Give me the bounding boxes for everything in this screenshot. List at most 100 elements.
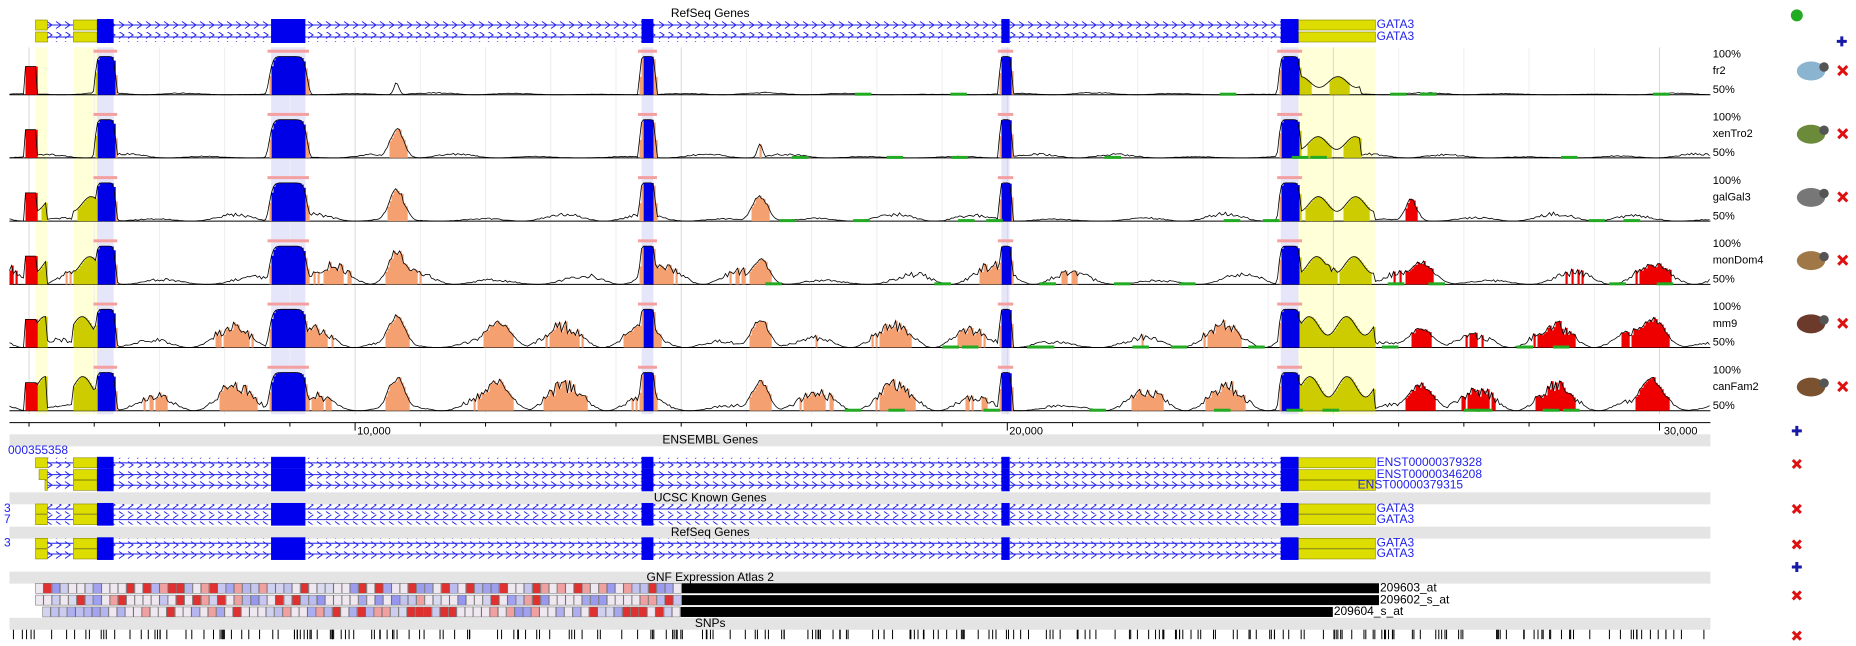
expression-cell [632, 595, 640, 605]
remove-track[interactable] [1838, 129, 1847, 138]
add-track[interactable] [1792, 426, 1802, 436]
refresh-button[interactable] [1791, 9, 1803, 21]
plus-icon[interactable] [1792, 426, 1802, 436]
remove-icon[interactable] [1838, 192, 1847, 201]
alignment-bar [1277, 176, 1302, 179]
expression-cell [36, 583, 44, 593]
remove-icon[interactable] [1793, 632, 1801, 640]
remove-icon[interactable] [1793, 460, 1801, 468]
expression-cell [218, 583, 226, 593]
expression-cell [326, 595, 334, 605]
expression-cell [491, 583, 499, 593]
conserved-region [98, 120, 1300, 158]
expression-cell [309, 583, 317, 593]
expression-cell [183, 607, 191, 617]
remove-track[interactable] [1838, 256, 1847, 265]
expression-cell [549, 583, 557, 593]
remove-track[interactable] [1838, 382, 1847, 391]
remove-icon[interactable] [1838, 382, 1847, 391]
utr-exon [36, 458, 48, 468]
coding-exon [97, 503, 114, 515]
upper-label: 100% [1713, 175, 1741, 187]
repeat-mark [845, 409, 862, 412]
remove-track[interactable] [1793, 632, 1801, 640]
remove-icon[interactable] [1838, 256, 1847, 265]
expression-cell [84, 607, 92, 617]
expression-cell [591, 595, 599, 605]
expression-cell [558, 595, 566, 605]
repeat-mark [1179, 282, 1196, 285]
expression-cell [598, 607, 606, 617]
remove-icon[interactable] [1838, 66, 1847, 75]
conservation-profile [10, 183, 1710, 221]
track-title: SNPs [695, 616, 726, 630]
track-title-band [9, 434, 1710, 446]
expression-cell [407, 607, 415, 617]
coding-exon [1001, 503, 1009, 515]
remove-track[interactable] [1838, 192, 1847, 201]
remove-icon[interactable] [1838, 319, 1847, 328]
add-track[interactable] [1837, 36, 1847, 46]
expression-cell [259, 583, 267, 593]
refresh-icon[interactable] [1791, 9, 1803, 21]
expression-cell [392, 595, 400, 605]
remove-track[interactable] [1793, 591, 1801, 599]
expression-cell [258, 607, 266, 617]
expression-cell [36, 595, 44, 605]
utr-exon [73, 538, 97, 548]
repeat-mark [1388, 282, 1405, 285]
expression-cell [59, 607, 67, 617]
repeat-mark [887, 156, 904, 159]
remove-track[interactable] [1838, 319, 1847, 328]
remove-track[interactable] [1838, 66, 1847, 75]
expression-cell [317, 595, 325, 605]
species-label: mm9 [1713, 318, 1737, 330]
repeat-mark [1589, 219, 1606, 222]
remove-track[interactable] [1793, 460, 1801, 468]
plus-icon[interactable] [1837, 36, 1847, 46]
expression-cell [516, 595, 524, 605]
expression-cell [143, 595, 151, 605]
add-track[interactable] [1792, 562, 1802, 572]
remove-track[interactable] [1793, 540, 1801, 548]
repeat-mark [962, 346, 979, 349]
remove-track[interactable] [1793, 505, 1801, 513]
expression-cell [566, 583, 574, 593]
utr-exon [1298, 458, 1375, 468]
remove-icon[interactable] [1793, 591, 1801, 599]
expression-cell [301, 595, 309, 605]
expression-cell [425, 583, 433, 593]
conserved-region [98, 57, 1300, 95]
remove-icon[interactable] [1793, 540, 1801, 548]
coding-exon [1001, 537, 1009, 549]
remove-icon[interactable] [1838, 129, 1847, 138]
remove-icon[interactable] [1793, 505, 1801, 513]
expression-cell [366, 607, 374, 617]
expression-cell [483, 595, 491, 605]
expression-cell [175, 607, 183, 617]
conserved-region [98, 246, 1300, 284]
expression-cell [581, 607, 589, 617]
repeat-mark [1292, 156, 1309, 159]
plus-icon[interactable] [1792, 562, 1802, 572]
lower-label: 50% [1713, 337, 1735, 349]
expression-cell [591, 583, 599, 593]
expression-cell [60, 595, 68, 605]
expression-cell [541, 583, 549, 593]
coding-exon [642, 548, 654, 560]
expression-cell [94, 595, 102, 605]
alignment-bar [998, 50, 1013, 53]
expression-cell [573, 607, 581, 617]
expression-cell [185, 583, 193, 593]
utr-exon [36, 538, 48, 548]
expression-cell [614, 607, 622, 617]
expression-cell [483, 583, 491, 593]
coding-exon [271, 548, 305, 560]
expression-cell [143, 583, 151, 593]
expression-cell [606, 607, 614, 617]
expression-cell [624, 595, 632, 605]
expression-cell [384, 583, 392, 593]
expression-cell [616, 583, 624, 593]
utr-exon [1298, 504, 1375, 514]
expression-cell [466, 595, 474, 605]
